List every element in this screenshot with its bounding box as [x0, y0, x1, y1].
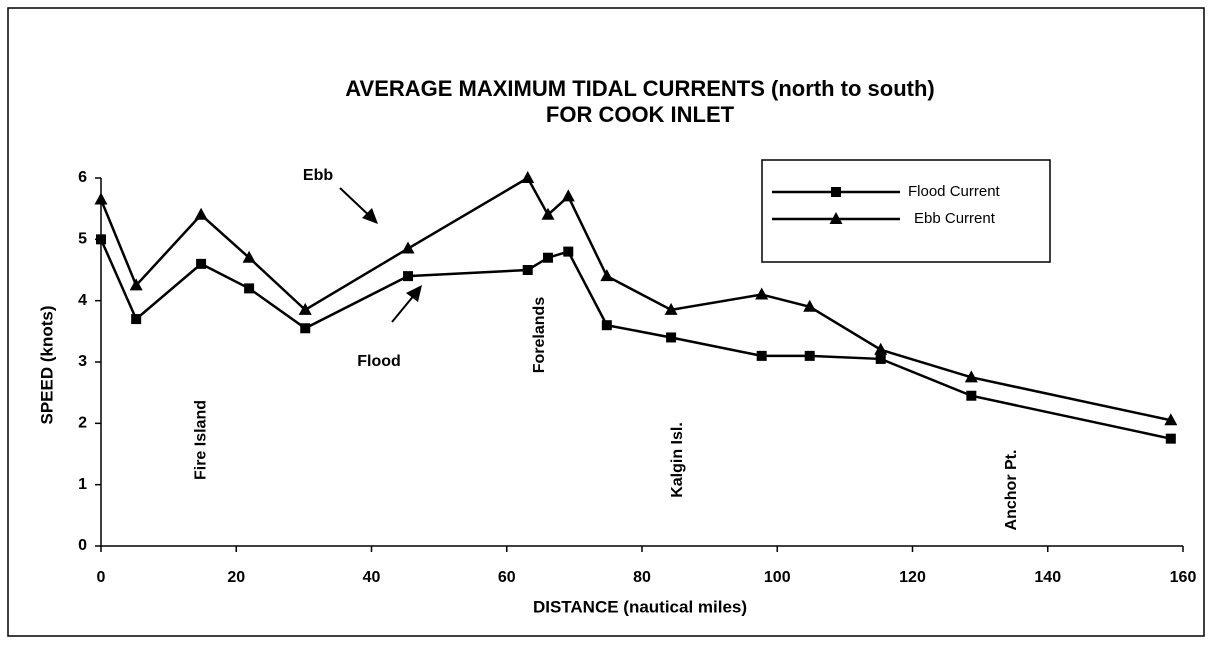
y-tick-label: 3 [78, 353, 87, 370]
marker-square [244, 283, 255, 294]
marker-triangle [829, 212, 843, 224]
marker-square [966, 390, 977, 401]
marker-triangle [298, 302, 312, 315]
marker-square [804, 350, 815, 361]
marker-triangle [803, 299, 817, 312]
marker-triangle [874, 342, 888, 355]
y-tick-label: 0 [78, 537, 87, 554]
marker-square [300, 323, 311, 334]
marker-square [666, 332, 677, 343]
marker-triangle [129, 278, 143, 291]
y-tick-label: 1 [78, 476, 87, 493]
marker-square [403, 271, 414, 282]
y-tick-label: 6 [78, 169, 87, 186]
marker-triangle [94, 192, 108, 205]
annotation: Ebb [303, 167, 333, 184]
marker-triangle [600, 269, 614, 282]
x-tick-label: 0 [97, 569, 106, 586]
x-tick-label: 140 [1034, 569, 1061, 586]
marker-triangle [561, 189, 575, 202]
chart-title: AVERAGE MAXIMUM TIDAL CURRENTS (north to… [345, 76, 934, 101]
legend-label: Flood Current [908, 183, 1001, 200]
y-tick-label: 4 [78, 292, 87, 309]
marker-triangle [964, 370, 978, 383]
place-label: Anchor Pt. [1003, 450, 1020, 531]
marker-square [563, 246, 574, 257]
x-tick-label: 100 [764, 569, 791, 586]
flood-arrowhead [406, 285, 422, 302]
frame [7, 7, 1205, 637]
x-tick-label: 120 [899, 569, 926, 586]
marker-triangle [664, 302, 678, 315]
marker-square [831, 187, 841, 197]
place-label: Fire Island [192, 400, 209, 480]
marker-square [131, 314, 142, 325]
series-line [99, 238, 1172, 440]
marker-square [875, 353, 886, 364]
marker-triangle [242, 250, 256, 263]
marker-triangle [521, 171, 535, 183]
x-tick-label: 40 [363, 569, 381, 586]
marker-square [96, 234, 106, 245]
x-tick-label: 20 [227, 569, 245, 586]
x-tick-label: 80 [633, 569, 651, 586]
marker-triangle [755, 287, 769, 300]
legend-label: Ebb Current [914, 210, 996, 227]
series-line [99, 176, 1172, 422]
marker-triangle [401, 241, 415, 254]
legend-box [761, 159, 1051, 263]
annotation: Flood [357, 353, 401, 370]
marker-triangle [194, 207, 208, 220]
x-tick-label: 60 [498, 569, 516, 586]
y-tick-label: 2 [78, 415, 87, 432]
marker-triangle [541, 207, 555, 220]
place-label: Kalgin Isl. [669, 422, 686, 498]
marker-square [196, 258, 207, 269]
marker-square [601, 320, 612, 331]
marker-square [756, 350, 767, 361]
x-tick-label: 160 [1170, 569, 1197, 586]
ebb-arrowhead [362, 208, 378, 224]
place-label: Forelands [531, 297, 548, 374]
y-tick-label: 5 [78, 231, 87, 248]
marker-square [543, 252, 554, 263]
marker-triangle [1164, 413, 1178, 426]
marker-square [1165, 433, 1176, 444]
marker-square [522, 265, 533, 275]
chart-subtitle: FOR COOK INLET [546, 102, 735, 127]
x-axis-label: DISTANCE (nautical miles) [533, 597, 747, 616]
y-axis-label: SPEED (knots) [37, 305, 56, 424]
